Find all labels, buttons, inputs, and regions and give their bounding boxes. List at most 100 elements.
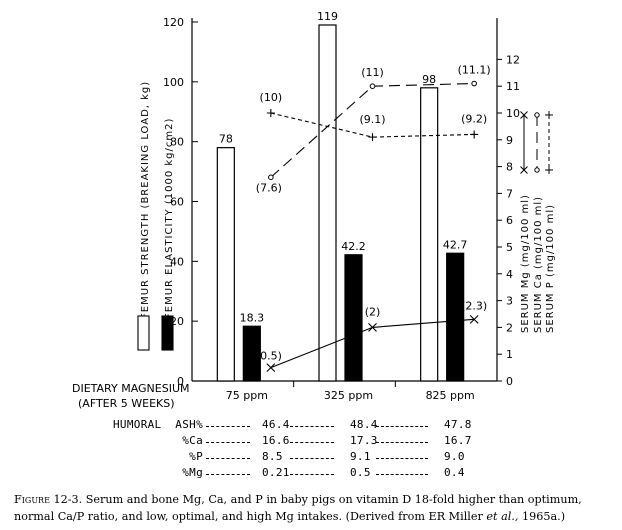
bar [420, 87, 439, 382]
bar [344, 254, 363, 382]
point-data-label: (2) [365, 305, 381, 318]
ca-marker [471, 80, 477, 87]
humoral-dash-leader [376, 474, 428, 475]
right-tick-label: 2 [506, 321, 513, 334]
point-data-label: (2.3) [461, 299, 487, 312]
humoral-value: 9.0 [444, 450, 465, 463]
right-axis-title: SERUM Mg (mg/100 ml) [520, 194, 531, 333]
humoral-dash-leader [206, 442, 250, 443]
figure-label: Figure 12-3. [14, 493, 83, 506]
right-tick-label: 1 [506, 348, 513, 361]
bar-data-label: 42.2 [341, 240, 366, 253]
humoral-value: 46.4 [262, 418, 290, 431]
bar-data-label: 78 [219, 133, 233, 146]
humoral-dash-leader [376, 426, 428, 427]
legend-marker [534, 112, 540, 118]
humoral-value: 0.5 [350, 466, 371, 479]
bar-data-label: 119 [317, 10, 338, 23]
ca-marker [369, 83, 376, 89]
humoral-value: 9.1 [350, 450, 371, 463]
bar-data-label: 42.7 [443, 238, 468, 251]
bar-data-label: 18.3 [240, 311, 265, 324]
series-line [270, 82, 475, 178]
point-data-label: (0.5) [256, 350, 282, 363]
humoral-value: 48.4 [350, 418, 378, 431]
humoral-dash-leader [290, 474, 334, 475]
caption-tail: 1965a.) [518, 510, 566, 523]
legend-marker [520, 166, 528, 174]
right-tick-label: 11 [506, 80, 520, 93]
humoral-dash-leader [206, 474, 250, 475]
point-data-label: (11.1) [458, 64, 491, 77]
right-tick-label: 6 [506, 214, 513, 227]
x-axis-label: DIETARY MAGNESIUM [72, 382, 190, 395]
legend-marker [520, 111, 528, 119]
left-tick-label: 0 [177, 375, 184, 388]
p-marker [470, 130, 479, 139]
humoral-value: 8.5 [262, 450, 283, 463]
humoral-dash-leader [290, 458, 334, 459]
p-marker [266, 109, 275, 117]
series-line [270, 318, 475, 369]
humoral-value: 0.21 [262, 466, 290, 479]
point-data-label: (10) [260, 91, 283, 104]
humoral-value: 16.7 [444, 434, 472, 447]
legend-marker [545, 166, 553, 174]
legend-marker [534, 167, 540, 173]
left-axis-title: FEMUR STRENGTH (BREAKING LOAD, kg) [140, 81, 151, 319]
humoral-row-label: HUMORAL ASH% [113, 418, 203, 431]
humoral-dash-leader [290, 426, 334, 427]
left-axis-title: FEMUR ELASTICITY (1000 kg/cm2) [164, 118, 175, 319]
caption-text: Serum and bone Mg, Ca, and P in baby pig… [14, 493, 582, 523]
caption-italic: et al., [486, 510, 519, 523]
bar-data-label: 98 [422, 73, 436, 86]
right-tick-label: 5 [506, 241, 513, 254]
humoral-dash-leader [206, 458, 250, 459]
humoral-row-label: %Ca [182, 434, 203, 447]
left-tick-label: 80 [170, 136, 184, 149]
bar [242, 325, 261, 382]
left-tick-label: 60 [170, 196, 184, 209]
bar [216, 147, 235, 382]
x-tick-label: 75 ppm [226, 389, 268, 402]
legend-swatch [161, 315, 174, 351]
right-tick-label: 3 [506, 295, 513, 308]
figure-caption: Figure 12-3. Serum and bone Mg, Ca, and … [14, 491, 612, 525]
mg-marker [266, 363, 276, 372]
legend-marker [545, 111, 553, 119]
point-data-label: (9.1) [359, 113, 385, 126]
humoral-dash-leader [376, 458, 428, 459]
left-tick-label: 40 [170, 255, 184, 268]
humoral-value: 17.3 [350, 434, 378, 447]
right-tick-label: 8 [506, 161, 513, 174]
point-data-label: (11) [361, 66, 384, 79]
mg-marker [368, 323, 377, 332]
right-tick-label: 0 [506, 375, 513, 388]
humoral-value: 47.8 [444, 418, 472, 431]
right-axis-title: SERUM Ca (mg/100 ml) [533, 196, 544, 333]
x-axis-label: (AFTER 5 WEEKS) [78, 397, 175, 410]
humoral-value: 0.4 [444, 466, 465, 479]
humoral-row-label: %P [189, 450, 203, 463]
bar [318, 24, 337, 382]
humoral-dash-leader [376, 442, 428, 443]
legend-swatch [137, 315, 150, 351]
point-data-label: (7.6) [256, 181, 282, 194]
x-tick-label: 325 ppm [324, 389, 373, 402]
right-tick-label: 4 [506, 268, 513, 281]
right-tick-label: 10 [506, 107, 520, 120]
right-tick-label: 9 [506, 134, 513, 147]
humoral-dash-leader [206, 426, 250, 427]
bar [446, 252, 465, 382]
p-marker [368, 133, 377, 142]
ca-marker [268, 174, 274, 181]
humoral-value: 16.6 [262, 434, 290, 447]
right-tick-label: 12 [506, 53, 520, 66]
right-axis-title: SERUM P (mg/100 ml) [545, 204, 556, 333]
right-tick-label: 7 [506, 187, 513, 200]
point-data-label: (9.2) [461, 112, 487, 125]
left-tick-label: 100 [163, 76, 184, 89]
x-tick-label: 825 ppm [426, 389, 475, 402]
left-tick-label: 120 [163, 16, 184, 29]
humoral-row-label: %Mg [182, 466, 203, 479]
